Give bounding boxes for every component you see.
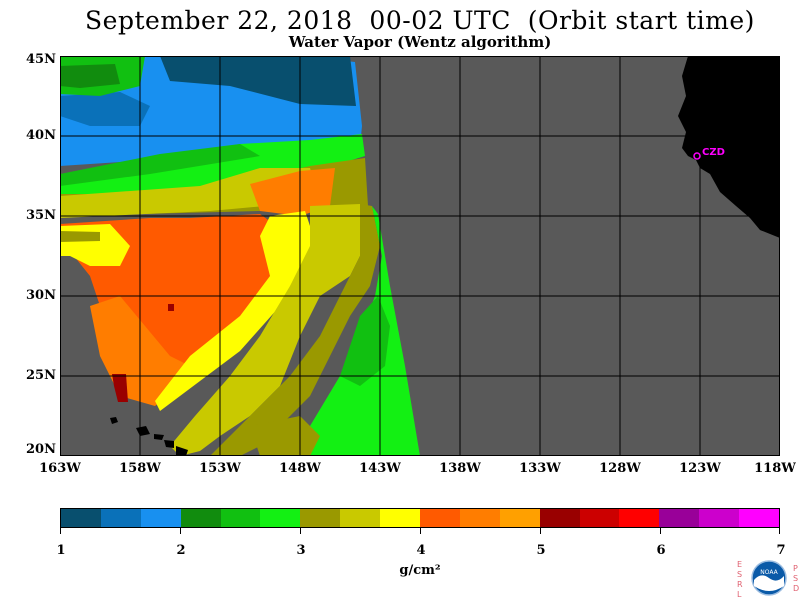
swath-yellow-ridge [155, 211, 320, 411]
lon-label-153w: 153W [199, 461, 241, 476]
lon-label-118w: 118W [754, 461, 796, 476]
land-mass [678, 56, 780, 238]
island-molokai [154, 434, 164, 440]
color-scale-tick [420, 528, 421, 534]
swath-olive-central [210, 204, 380, 456]
scale-label-6: 6 [656, 543, 666, 558]
map-title: September 22, 2018 00-02 UTC (Orbit star… [85, 6, 755, 35]
color-scale-tick [60, 528, 61, 534]
lon-label-143w: 143W [359, 461, 401, 476]
lon-label-128w: 128W [599, 461, 641, 476]
swath-mid-green-east [340, 296, 390, 386]
scale-label-7: 7 [776, 543, 786, 558]
lat-lon-grid [60, 56, 780, 456]
swath-dark-red-spot [112, 374, 128, 402]
water-vapor-map: CZD [60, 56, 780, 456]
scale-label-1: 1 [56, 543, 66, 558]
swath-green-east [290, 206, 420, 456]
color-scale-tick [180, 528, 181, 534]
color-scale-swatch [340, 509, 381, 527]
color-scale-bar [60, 508, 780, 528]
island-maui [164, 440, 174, 448]
logo-letter: D [793, 584, 800, 593]
color-scale-swatch [459, 509, 500, 527]
unit-label: g/cm² [399, 563, 441, 578]
swath-olive-south [250, 416, 320, 456]
swath-yellow-north [60, 168, 320, 218]
lat-label-25n: 25N [26, 368, 56, 383]
color-scale-tick [300, 528, 301, 534]
logo-letter: R [737, 580, 743, 589]
lon-label-138w: 138W [439, 461, 481, 476]
czd-station: CZD [693, 147, 725, 160]
lat-label-20n: 20N [26, 442, 56, 457]
island-hawaii [176, 446, 188, 456]
color-scale-swatch [539, 509, 580, 527]
logo-letter: P [793, 564, 798, 573]
color-scale-swatch [220, 509, 261, 527]
scale-label-5: 5 [536, 543, 546, 558]
lat-label-40n: 40N [26, 128, 56, 143]
color-scale-swatch [380, 509, 421, 527]
color-scale-tick [540, 528, 541, 534]
color-scale-swatch [739, 509, 780, 527]
california-coast [678, 56, 780, 238]
lon-label-163w: 163W [39, 461, 81, 476]
svg-text:NOAA: NOAA [760, 569, 778, 576]
station-label: CZD [702, 147, 725, 158]
map-border [60, 56, 780, 456]
color-scale-swatch [579, 509, 620, 527]
station-marker [693, 152, 701, 160]
lon-label-123w: 123W [679, 461, 721, 476]
lon-label-148w: 148W [279, 461, 321, 476]
color-scale-swatch [699, 509, 740, 527]
swath-orange-north [250, 168, 335, 216]
swath-dark-green-northwest [60, 64, 120, 88]
esrl-psd-noaa-logo: E S R L NOAA P S D [737, 558, 799, 600]
swath-dark-red-pixel [168, 304, 174, 311]
lat-label-45n: 45N [26, 52, 56, 67]
scale-label-2: 2 [176, 543, 186, 558]
color-scale-swatch [659, 509, 700, 527]
swath-green-band [60, 134, 365, 196]
color-scale-swatch [420, 509, 460, 527]
map-panel: CZD [60, 56, 780, 456]
lon-label-158w: 158W [119, 461, 161, 476]
swath-mid-blue-patch [60, 92, 150, 126]
scale-label-4: 4 [416, 543, 426, 558]
color-scale-swatch [100, 509, 141, 527]
logo-letter: S [737, 570, 743, 579]
lat-label-35n: 35N [26, 208, 56, 223]
swath-olive-west [60, 231, 100, 242]
color-scale-swatch [300, 509, 341, 527]
swath-mid-green-band [60, 144, 260, 186]
color-scale-swatch [499, 509, 540, 527]
color-scale-swatch [61, 509, 101, 527]
logo-letter: L [737, 590, 742, 599]
color-scale-tick [779, 528, 780, 534]
noaa-emblem-icon: NOAA [751, 560, 787, 596]
color-scale-swatch [180, 509, 221, 527]
color-scale-tick [660, 528, 661, 534]
logo-letter: E [737, 560, 743, 569]
logo-letter: S [793, 574, 799, 583]
map-subtitle: Water Vapor (Wentz algorithm) [288, 33, 552, 51]
color-scale-swatch [140, 509, 181, 527]
color-scale-swatch [260, 509, 301, 527]
island-kauai [110, 417, 118, 424]
swath-dark-blue-patch-north [160, 56, 356, 106]
color-scale-swatch [619, 509, 660, 527]
lat-label-30n: 30N [26, 288, 56, 303]
lon-label-133w: 133W [519, 461, 561, 476]
scale-label-3: 3 [296, 543, 306, 558]
